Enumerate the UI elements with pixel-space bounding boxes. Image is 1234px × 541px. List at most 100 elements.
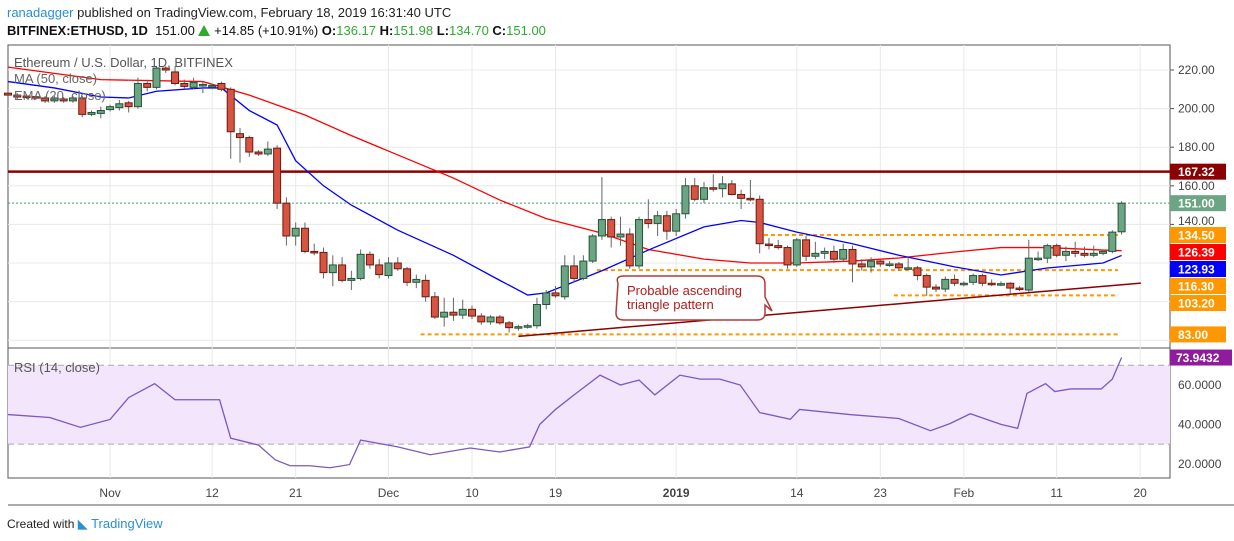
candle-down [1080, 252, 1089, 256]
support-label-bg [1170, 295, 1226, 312]
candle-up [700, 187, 708, 200]
candle-down [829, 250, 838, 260]
candle-up [1108, 231, 1117, 252]
candle-down [709, 187, 718, 190]
candle-up [616, 233, 625, 238]
rsi-legend: RSI (14, close) [14, 360, 100, 375]
ema-legend: EMA (20, close) [14, 88, 106, 103]
candle-down [41, 97, 50, 102]
candle-up [653, 215, 662, 224]
candle-down [690, 185, 699, 200]
x-tick-label: Feb [953, 486, 974, 500]
last-price-label: 151.00 [1178, 197, 1215, 211]
candle-down [171, 71, 180, 85]
candle-up [885, 263, 894, 266]
x-tick-label: 19 [549, 486, 563, 500]
support-label-bg [1170, 278, 1226, 295]
ma50-line [7, 66, 1122, 264]
candle-up [959, 282, 968, 286]
candle-up [356, 253, 365, 279]
candle-down [236, 133, 244, 139]
candle-down [1052, 245, 1061, 256]
candle-up [1117, 202, 1126, 233]
candle-up [839, 248, 848, 260]
candle-up [1061, 250, 1070, 256]
candle-down [143, 83, 152, 88]
candle-down [282, 202, 291, 237]
candle-down [449, 311, 458, 316]
candle-up [820, 250, 829, 254]
candle-down [978, 275, 987, 284]
candle-up [941, 278, 950, 290]
candle-up [328, 264, 337, 274]
candle-down [365, 253, 374, 266]
x-tick-label: Dec [378, 486, 399, 500]
candle-down [1006, 282, 1015, 289]
candle-up [681, 185, 690, 215]
candle-down [273, 147, 282, 204]
candle-down [338, 264, 347, 281]
candle-down [4, 92, 12, 96]
annotation-text: Probable ascending [627, 283, 742, 298]
candle-down [13, 94, 22, 98]
low-value: 134.70 [449, 23, 489, 38]
price-tick-label: 180.00 [1178, 140, 1215, 154]
candle-up [440, 311, 449, 318]
candle-down [737, 193, 746, 199]
high-label: H: [379, 23, 394, 38]
candle-up [867, 260, 876, 268]
candle-up [50, 97, 59, 102]
last-price: 151.00 [155, 23, 195, 38]
candle-up [560, 265, 569, 298]
candle-down [857, 263, 866, 268]
ma-value-label-bg [1170, 244, 1226, 261]
ma-legend: MA (50, close) [14, 71, 97, 86]
candle-down [774, 245, 783, 249]
x-tick-label: Nov [99, 486, 120, 500]
candle-up [1089, 252, 1098, 256]
candle-up [718, 183, 727, 190]
candle-up [597, 219, 606, 237]
candle-down [430, 296, 439, 318]
candle-up [969, 275, 978, 283]
candle-down [161, 67, 170, 71]
x-tick-label: 23 [874, 486, 888, 500]
tradingview-logo[interactable]: ◣ TradingView [77, 516, 163, 531]
footer: Created with ◣ TradingView [7, 516, 163, 532]
candle-down [226, 88, 235, 133]
close-value: 151.00 [506, 23, 546, 38]
candle-up [115, 103, 124, 109]
candle-down [913, 267, 922, 277]
candle-up [87, 111, 96, 115]
candle-up [792, 239, 801, 266]
rsi-band [8, 365, 1170, 445]
candle-down [1015, 287, 1024, 291]
author-link[interactable]: ranadagger [7, 5, 74, 20]
price-tick-label: 140.00 [1178, 214, 1215, 228]
candle-down [625, 233, 634, 267]
rsi-value-label-bg [1170, 349, 1232, 366]
candle-down [746, 197, 755, 201]
candle-down [894, 263, 903, 269]
candle-down [505, 322, 514, 329]
candle-down [124, 102, 133, 108]
candle-up [1043, 245, 1052, 259]
low-label: L: [436, 23, 450, 38]
candle-down [59, 98, 68, 102]
support-label: 134.50 [1178, 229, 1215, 243]
rsi-value-label: 73.9432 [1176, 351, 1220, 365]
candle-down [987, 282, 996, 286]
x-tick-label: 10 [465, 486, 479, 500]
candle-up [1024, 257, 1033, 291]
symbol-info: BITFINEX:ETHUSD, 1D 151.00 +14.85 (+10.9… [7, 23, 546, 38]
candle-down [932, 286, 940, 290]
chart-title: Ethereum / U.S. Dollar, 1D, BITFINEX [14, 55, 233, 70]
candle-down [876, 260, 885, 265]
resistance-label: 167.32 [1178, 165, 1215, 179]
candle-down [217, 83, 226, 90]
candle-down [570, 265, 579, 279]
support-label: 83.00 [1178, 328, 1208, 342]
candle-up [811, 252, 820, 257]
candle-down [421, 279, 430, 298]
